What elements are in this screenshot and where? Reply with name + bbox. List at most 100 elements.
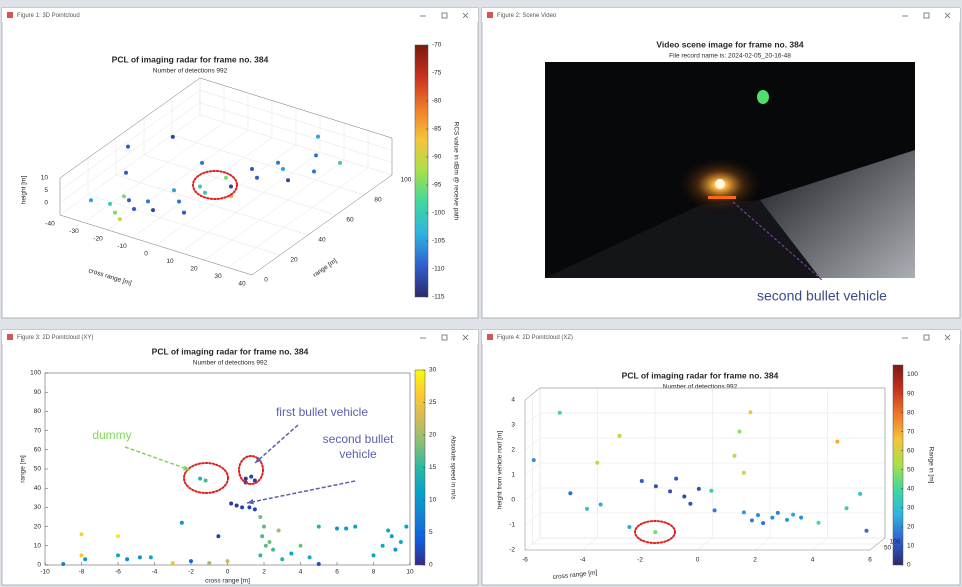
point [189,559,193,563]
point [149,555,153,559]
point [180,521,184,525]
x-tick-label: -10 [117,243,127,250]
y-tick-label: 80 [34,408,42,415]
window-title: Figure 3: 2D Pointcloud (XY) [17,335,93,341]
point [127,198,131,202]
colorbar-tick-label: 25 [429,399,437,406]
point [122,194,126,198]
scene-traffic-light [757,90,769,104]
y-tick-label: 60 [346,217,354,224]
point [682,495,686,499]
point [80,532,84,536]
window-title: Figure 4: 2D Pointcloud (XZ) [497,335,573,341]
point [240,505,244,509]
y-tick-label: 60 [34,447,42,454]
y-tick-label: 50 [34,466,42,473]
point [247,505,251,509]
colorbar-tick-label: -70 [432,42,442,49]
colorbar-tick-label: 50 [907,466,915,473]
x-axis-label: cross range [m] [205,578,250,585]
point [277,528,281,532]
colorbar-tick-label: 20 [429,432,437,439]
z-tick-label: -1 [509,522,515,529]
point [281,167,285,171]
chart-title: PCL of imaging radar for frame no. 384 [152,346,309,356]
x-tick-label: -10 [40,569,50,576]
point [271,548,275,552]
z-tick-label: 3 [511,422,515,429]
point [595,461,599,465]
point [738,430,742,434]
chart-title: PCL of imaging radar for frame no. 384 [112,54,269,64]
window-icon [487,334,493,340]
colorbar [893,365,903,565]
point [308,555,312,559]
point [845,506,849,510]
chart-subtitle: File record name is: 2024-02-05_20-16-48 [669,53,791,60]
z-tick-label: 4 [511,397,515,404]
point [697,487,701,491]
annotation: first bullet vehicle [276,405,368,419]
point [132,207,136,211]
screen: Figure 1: 3D PointcloudFigure 2: Scene V… [0,0,962,587]
colorbar-tick-label: -95 [432,182,442,189]
point [390,534,394,538]
point [344,527,348,531]
y-tick-label: 90 [34,389,42,396]
point [317,562,321,566]
point [61,562,65,566]
plot-area [45,373,410,565]
point [262,525,266,529]
colorbar-tick-label: 0 [907,562,911,569]
point [116,534,120,538]
point [226,559,230,563]
annotation: second bullet [323,432,394,446]
page: {"windows":[{"title":"Figure 1: 3D Point… [0,0,962,587]
point [770,516,774,520]
point [353,525,357,529]
point [335,527,339,531]
point [198,184,202,188]
x-tick-label: 10 [166,258,174,265]
point [568,491,572,495]
colorbar-tick-label: 70 [907,428,915,435]
point [688,502,692,506]
colorbar-tick-label: 10 [907,543,915,550]
z-tick-label: 10 [41,175,49,182]
point [255,176,259,180]
scene-headlight [715,179,725,189]
colorbar-tick-label: 80 [907,409,915,416]
x-tick-label: 0 [226,569,230,576]
point [289,551,293,555]
point [653,530,657,534]
point [113,211,117,215]
point [532,458,536,462]
y-tick-label: 30 [34,504,42,511]
colorbar-tick-label: -105 [432,238,445,245]
point [260,534,264,538]
x-tick-label: 6 [868,557,872,564]
y-tick-label: 0 [37,562,41,569]
z-tick-label: -2 [509,547,515,554]
point [253,507,257,511]
point [172,188,176,192]
point [748,410,752,414]
z-tick-label: 1 [511,472,515,479]
point [198,477,202,481]
point [381,544,385,548]
point [858,492,862,496]
x-tick-label: 0 [696,557,700,564]
x-tick-label: 20 [190,266,198,273]
point [618,434,622,438]
scene-taillights [708,196,736,199]
y-tick-label: 100 [890,539,901,546]
point [835,440,839,444]
x-tick-label: 2 [262,569,266,576]
annotation: vehicle [339,447,377,461]
point [151,208,155,212]
point [627,525,631,529]
colorbar-tick-label: 30 [429,367,437,374]
x-tick-label: 4 [299,569,303,576]
y-tick-label: 50 [884,545,892,552]
x-tick-label: 0 [144,251,148,258]
